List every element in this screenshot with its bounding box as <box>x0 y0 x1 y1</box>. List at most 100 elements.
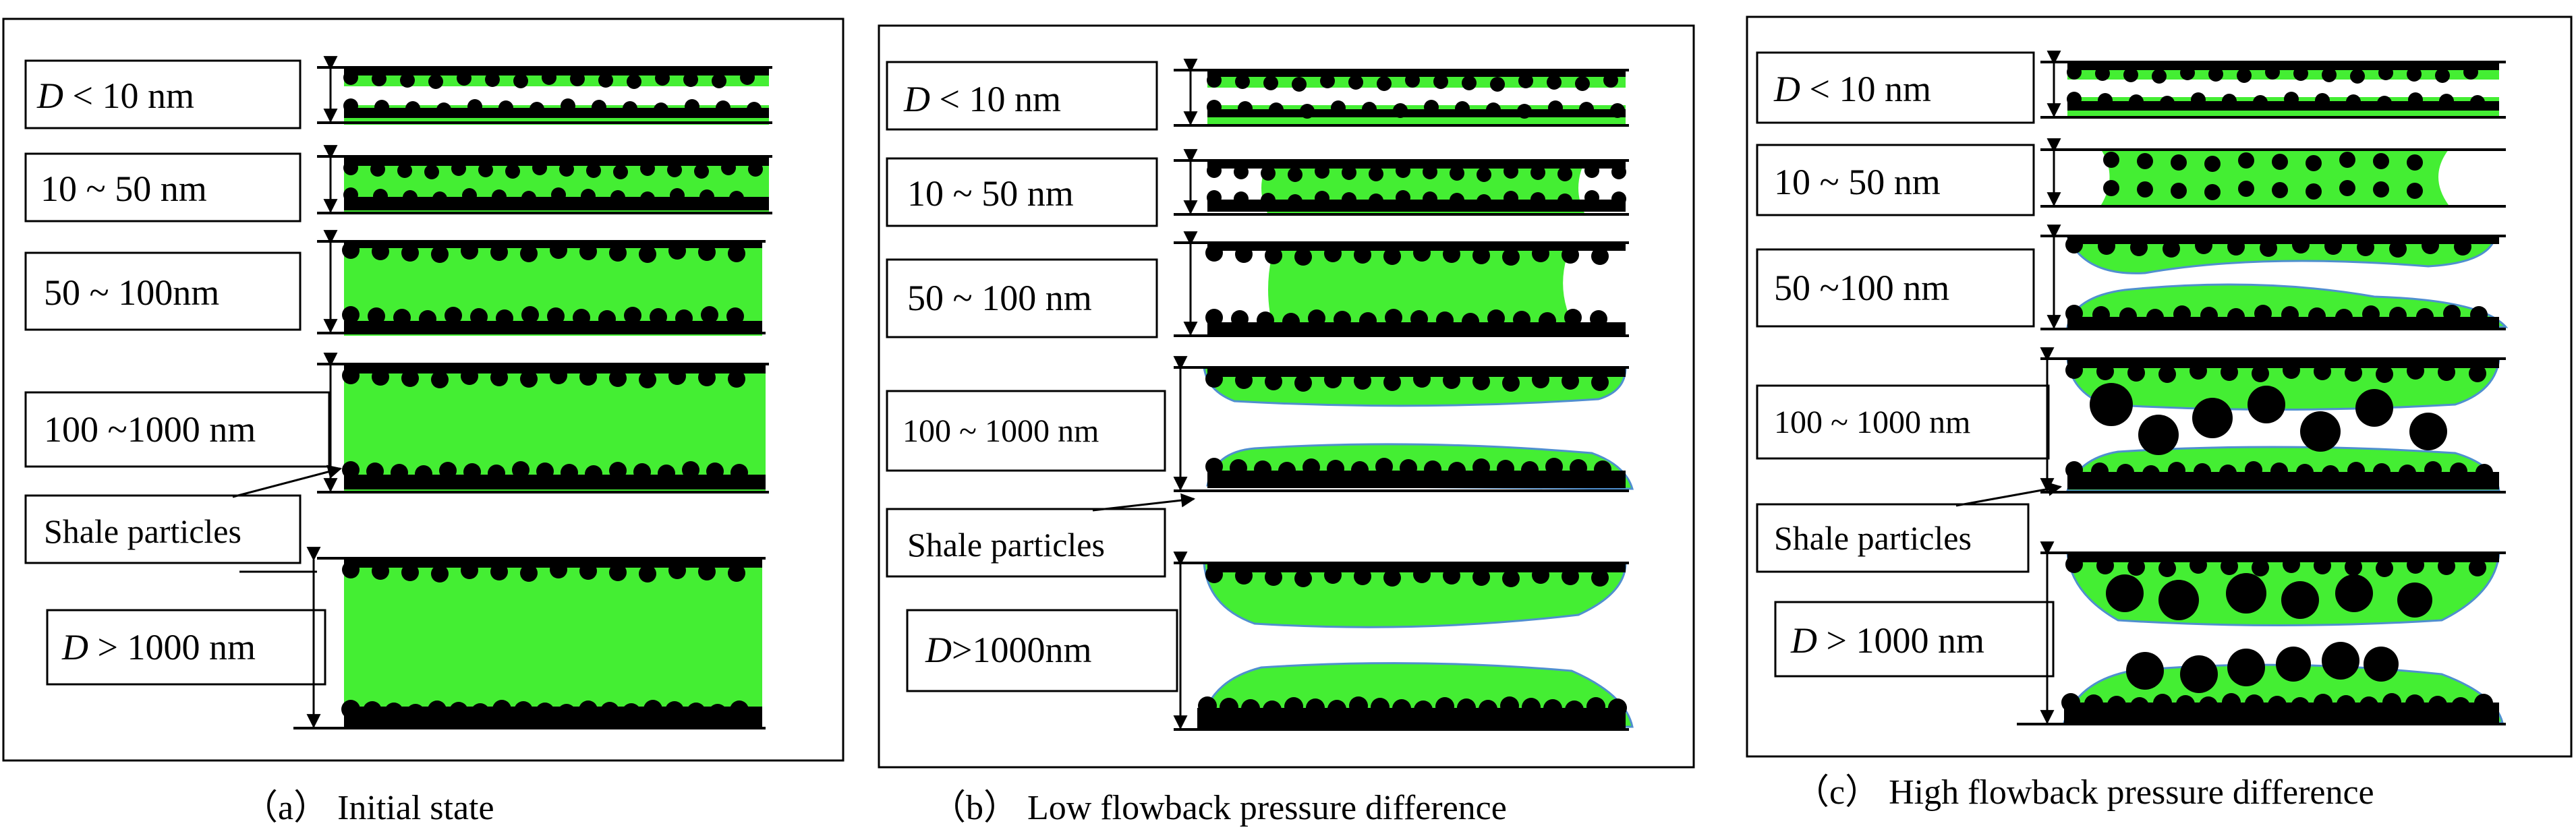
shale-particle <box>1207 190 1222 205</box>
shale-particle <box>1521 461 1539 479</box>
label-box-a-10-50: 10 ~ 50 nm <box>24 152 302 222</box>
shale-particle <box>2065 556 2083 573</box>
detached-shale-particle <box>2226 573 2266 614</box>
shale-particle <box>1479 700 1497 719</box>
shale-particle <box>573 309 590 326</box>
shale-particles <box>341 65 2493 723</box>
shale-particle <box>496 309 513 327</box>
shale-particle <box>1594 460 1611 478</box>
shale-particle <box>1564 309 1582 326</box>
shale-particle <box>1234 165 1249 179</box>
shale-particle <box>542 70 556 85</box>
label-box-b-d-gt-1000: D>1000nm <box>906 609 1178 692</box>
shale-particle <box>405 101 420 116</box>
shale-particle <box>372 368 389 386</box>
shale-particle <box>2195 237 2212 254</box>
panel-a: D < 10 nm 10 ~ 50 nm 50 ~ 100nm 100 ~100… <box>24 56 772 729</box>
shale-particle <box>2098 237 2115 255</box>
shale-particle <box>1455 101 1470 116</box>
shale-particle <box>1413 566 1431 583</box>
shale-particle <box>2357 239 2374 256</box>
shale-particle <box>1241 699 1260 718</box>
label-box-b-100-1000: 100 ~ 1000 nm <box>886 390 1166 472</box>
shale-particle <box>1392 699 1411 718</box>
detached-shale-particle <box>2355 389 2393 427</box>
shale-particle <box>1385 309 1402 326</box>
shale-particle <box>488 465 505 482</box>
shale-particle <box>513 73 528 88</box>
shale-particle <box>639 565 656 583</box>
shale-particle <box>1443 567 1460 585</box>
shale-particle <box>685 99 699 114</box>
shale-particle <box>1205 244 1223 262</box>
label-box-c-d-gt-1000: D > 1000 nm <box>1774 601 2055 678</box>
shale-particle <box>2067 65 2082 80</box>
shale-particle <box>2238 181 2254 197</box>
label-box-c-50-100: 50 ~100 nm <box>1756 248 2035 328</box>
label-box-c-100-1000: 100 ~ 1000 nm <box>1756 384 2050 460</box>
shale-particle <box>2339 152 2355 168</box>
shale-particle <box>2439 94 2454 109</box>
shale-particle <box>633 463 651 481</box>
shale-particle <box>1198 696 1217 715</box>
shale-particle <box>2103 180 2119 196</box>
shale-particle <box>2314 694 2332 713</box>
shale-particle <box>341 700 360 719</box>
shale-particle <box>2469 365 2486 382</box>
shale-particle <box>1487 309 1505 327</box>
shale-particle <box>1348 75 1363 90</box>
shale-particle <box>1306 698 1325 717</box>
shale-particle <box>1349 696 1368 715</box>
shale-particle <box>592 100 606 115</box>
shale-particle <box>428 74 443 89</box>
shale-particle <box>667 162 682 177</box>
shale-particle <box>2221 558 2238 575</box>
shale-particle <box>2245 461 2262 479</box>
shale-particle <box>467 99 482 114</box>
shale-particle <box>570 71 585 86</box>
shale-pointer-arrow <box>232 465 343 498</box>
detached-shale-particle <box>2281 581 2319 619</box>
shale-particle <box>1257 311 1274 329</box>
label-text: Shale particles <box>907 526 1105 564</box>
shale-particle <box>1504 191 1518 206</box>
shale-particle <box>1532 245 1549 262</box>
shale-particle <box>1486 102 1501 117</box>
shale-particle <box>401 244 419 262</box>
shale-particle <box>1354 372 1371 390</box>
shale-particle <box>550 367 567 384</box>
panel-c-frame <box>1746 16 2573 758</box>
panel-a-frame <box>2 18 845 762</box>
shale-particle <box>1282 313 1300 330</box>
shale-particle <box>1457 698 1476 717</box>
pore-layer-a5 <box>293 547 766 729</box>
shale-particle <box>2065 461 2083 479</box>
shale-particle <box>1359 312 1377 330</box>
shale-particle <box>1269 102 1284 117</box>
shale-particle <box>559 162 574 177</box>
shale-particle <box>613 165 628 179</box>
shale-particle <box>2407 362 2424 380</box>
detached-shale-particle <box>2248 386 2285 423</box>
shale-particle <box>655 71 670 86</box>
shale-particle <box>1450 193 1464 208</box>
shale-particle <box>445 307 462 324</box>
shale-particle <box>1288 167 1303 182</box>
shale-particle <box>431 371 449 388</box>
shale-particle <box>698 243 716 261</box>
label-text: D <box>1790 620 1817 661</box>
shale-particle <box>1351 461 1369 479</box>
shale-particle <box>2065 361 2083 379</box>
shale-particle <box>1207 100 1222 115</box>
shale-particle <box>1238 101 1253 116</box>
shale-particle <box>2227 308 2245 326</box>
shale-particle <box>2324 237 2342 255</box>
shale-particle <box>1413 244 1431 262</box>
shale-particle <box>1284 697 1303 716</box>
shale-particle <box>1220 698 1238 717</box>
shale-particle <box>1354 246 1371 264</box>
label-text: D <box>61 627 88 667</box>
shale-particle <box>1362 102 1377 117</box>
shale-particle <box>2346 94 2361 109</box>
shale-particle <box>1562 372 1579 390</box>
